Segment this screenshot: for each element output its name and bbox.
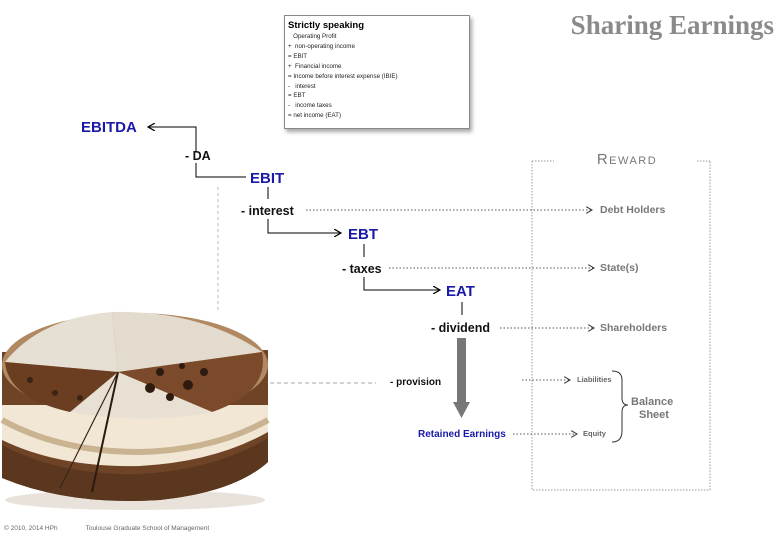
provision-label: - provision (390, 377, 442, 388)
states-label: State(s) (600, 262, 639, 274)
ebt-label: EBT (348, 226, 378, 243)
footer: © 2010, 2014 HPh Toulouse Graduate School… (4, 525, 237, 532)
down-arrow-head (453, 402, 470, 418)
cake-image (0, 311, 270, 510)
footer-copyright: © 2010, 2014 HPh (4, 525, 58, 532)
arrow-interest-to-ebt (267, 219, 341, 233)
dividend-label: - dividend (431, 321, 491, 335)
debt-holders-label: Debt Holders (600, 204, 666, 216)
definition-line: = EBT (288, 92, 306, 100)
da-label: - DA (185, 149, 211, 163)
down-arrow-shaft (457, 338, 466, 404)
balance-sheet-label-line2: Sheet (639, 409, 669, 421)
definition-line: Operating Profit (288, 33, 337, 40)
balance-sheet-bracket (611, 370, 629, 443)
arrow-da-to-ebitda (148, 127, 197, 151)
definition-line: = EBIT (288, 52, 308, 60)
footer-school: Toulouse Graduate School of Management (85, 525, 210, 532)
definition-line: - income taxes (288, 102, 332, 110)
definition-box: Strictly speaking Operating Profit + non… (284, 15, 470, 129)
definition-box-title: Strictly speaking (288, 20, 365, 31)
definition-line: + Financial income (288, 62, 342, 70)
interest-label: - interest (241, 204, 294, 218)
reward-box (531, 161, 711, 491)
liabilities-label: Liabilities (577, 375, 612, 384)
balance-sheet-label-line1: Balance (631, 396, 674, 408)
definition-line: = net income (EAT) (288, 112, 342, 120)
connector-da-ebit (195, 163, 246, 178)
definition-line: - interest (288, 82, 316, 90)
shareholders-label: Shareholders (600, 322, 668, 334)
eat-label: EAT (446, 283, 475, 300)
reward-heading: Reward (558, 151, 696, 168)
definition-line: = Income before interest expense (IBIE) (288, 72, 398, 80)
page-title: Sharing Earnings (570, 10, 774, 40)
definition-line: + non-operating income (288, 42, 355, 50)
arrow-taxes-to-eat (363, 277, 440, 290)
ebit-label: EBIT (250, 170, 285, 187)
taxes-label: - taxes (342, 262, 382, 276)
ebitda-label: EBITDA (81, 119, 137, 136)
equity-label: Equity (583, 429, 606, 438)
retained-earnings-label: Retained Earnings (418, 429, 506, 440)
